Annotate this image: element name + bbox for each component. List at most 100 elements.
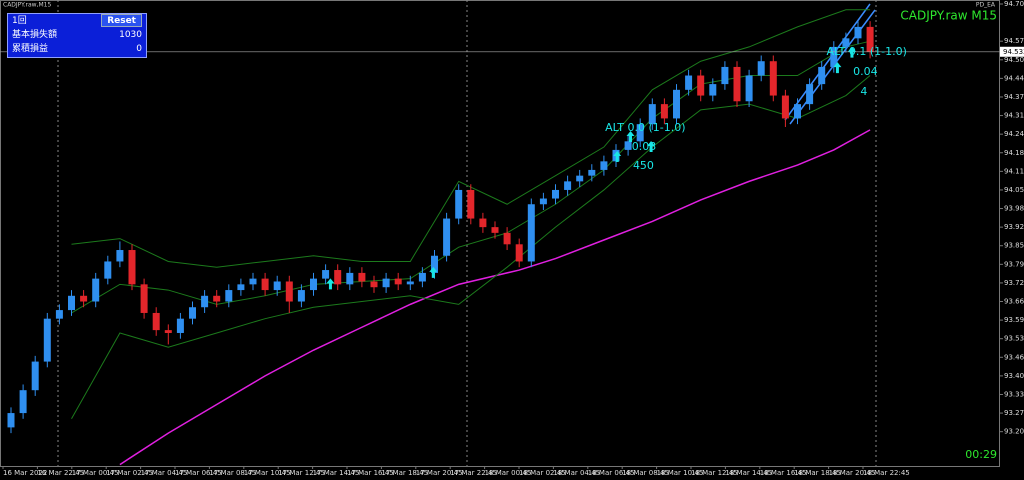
signal-arrow [326, 278, 335, 290]
candle-body [781, 95, 789, 119]
y-tick-label: 93.660 [1004, 298, 1024, 306]
signal-arrow [847, 46, 856, 58]
candle-body [697, 75, 705, 96]
candle-body [794, 104, 801, 119]
candle-body [189, 307, 196, 319]
candle-body [685, 75, 693, 90]
candle-body [455, 189, 463, 219]
candle-body [7, 413, 15, 428]
candle-body [624, 141, 632, 150]
candle-body [733, 66, 741, 102]
candle-body [467, 189, 475, 219]
signal-arrow [647, 141, 656, 153]
x-tick-label: 17 Mar 22:45 [450, 469, 497, 477]
candle-body [31, 361, 39, 391]
candle-body [128, 250, 136, 285]
y-tick-label: 94.700 [1004, 0, 1024, 8]
reset-button[interactable]: Reset [101, 14, 142, 27]
candle-body [527, 204, 535, 262]
x-tick-label: 18 Mar 12:45 [691, 469, 738, 477]
indicator-line [71, 40, 871, 314]
candle-body [818, 66, 826, 85]
indicator-line [71, 75, 871, 420]
x-tick-label: 17 Mar 18:45 [381, 469, 428, 477]
candle-body [552, 189, 559, 199]
info-panel: 1回 Reset 基本損失額 1030 累積損益 0 [7, 13, 147, 58]
candle-body [140, 284, 148, 313]
indicator-line [71, 9, 871, 268]
timer: 00:29 [965, 448, 997, 461]
signal-arrow [626, 131, 635, 143]
y-tick-label: 93.400 [1004, 372, 1024, 380]
x-tick-label: 18 Mar 02:45 [519, 469, 566, 477]
value: 0 [136, 44, 142, 54]
candle-body [237, 284, 245, 291]
candle-body [539, 198, 547, 205]
y-tick-label: 94.310 [1004, 112, 1024, 120]
symbol-label: CADJPY.raw M15 [900, 9, 997, 23]
candle-body [576, 175, 584, 182]
candle-body [564, 181, 572, 190]
candle-body [334, 270, 342, 285]
candle-body [176, 318, 184, 333]
candle-body [745, 75, 753, 102]
x-tick-label: 18 Mar 16:45 [760, 469, 807, 477]
x-tick-label: 18 Mar 10:45 [657, 469, 704, 477]
x-tick-label: 17 Mar 00:45 [72, 469, 119, 477]
annotation: 0.04 [853, 65, 878, 78]
annotation: 4 [860, 85, 867, 98]
x-tick-label: 17 Mar 08:45 [209, 469, 256, 477]
candle-body [370, 281, 378, 288]
y-tick-label: 93.725 [1004, 279, 1024, 287]
candle-body [406, 281, 414, 285]
ea-label: PD_EA [976, 2, 996, 9]
x-tick-label: 17 Mar 04:45 [141, 469, 188, 477]
x-tick-label: 17 Mar 12:45 [278, 469, 325, 477]
y-tick-label: 94.115 [1004, 167, 1024, 175]
y-tick-label: 93.595 [1004, 316, 1024, 324]
y-tick-label: 94.570 [1004, 37, 1024, 45]
label: 累積損益 [12, 44, 49, 54]
x-tick-label: 18 Mar 08:45 [622, 469, 669, 477]
candle-body [92, 278, 100, 302]
candle-body [225, 290, 233, 302]
x-tick-label: 16 Mar 2022 [3, 469, 47, 477]
candle-body [854, 26, 862, 39]
current-price-label: 94.533 [1003, 48, 1024, 56]
y-tick-label: 94.505 [1004, 56, 1024, 64]
candle-body [43, 318, 51, 362]
candle-body [68, 295, 75, 311]
candle-body [418, 272, 426, 282]
candle-body [515, 244, 523, 262]
value: 1030 [119, 30, 142, 40]
candle-body [830, 46, 838, 67]
label: 基本損失額 [12, 30, 58, 40]
x-tick-label: 18 Mar 14:45 [725, 469, 772, 477]
candle-body [600, 161, 608, 170]
signal-arrow [613, 151, 622, 163]
x-tick-label: 17 Mar 06:45 [175, 469, 222, 477]
candle-body [431, 255, 438, 273]
panel-row: 1回 Reset [8, 14, 146, 28]
candle-body [201, 295, 209, 308]
y-tick-label: 93.530 [1004, 335, 1024, 343]
y-tick-label: 94.180 [1004, 149, 1024, 157]
candle-body [310, 278, 317, 291]
signal-arrow [833, 62, 842, 74]
candle-body [721, 66, 729, 85]
candle-body [842, 38, 850, 47]
x-tick-label: 18 Mar 22:45 [863, 469, 910, 477]
candle-body [261, 278, 269, 291]
price-box [1000, 46, 1024, 57]
candle-body [648, 104, 656, 125]
candle-body [346, 272, 354, 285]
candle-body [673, 89, 680, 119]
x-tick-label: 18 Mar 06:45 [588, 469, 635, 477]
candle-body [479, 218, 487, 228]
candle-body [164, 330, 172, 333]
panel-row: 累積損益 0 [8, 42, 146, 56]
y-tick-label: 93.920 [1004, 223, 1024, 231]
x-tick-label: 17 Mar 16:45 [347, 469, 394, 477]
